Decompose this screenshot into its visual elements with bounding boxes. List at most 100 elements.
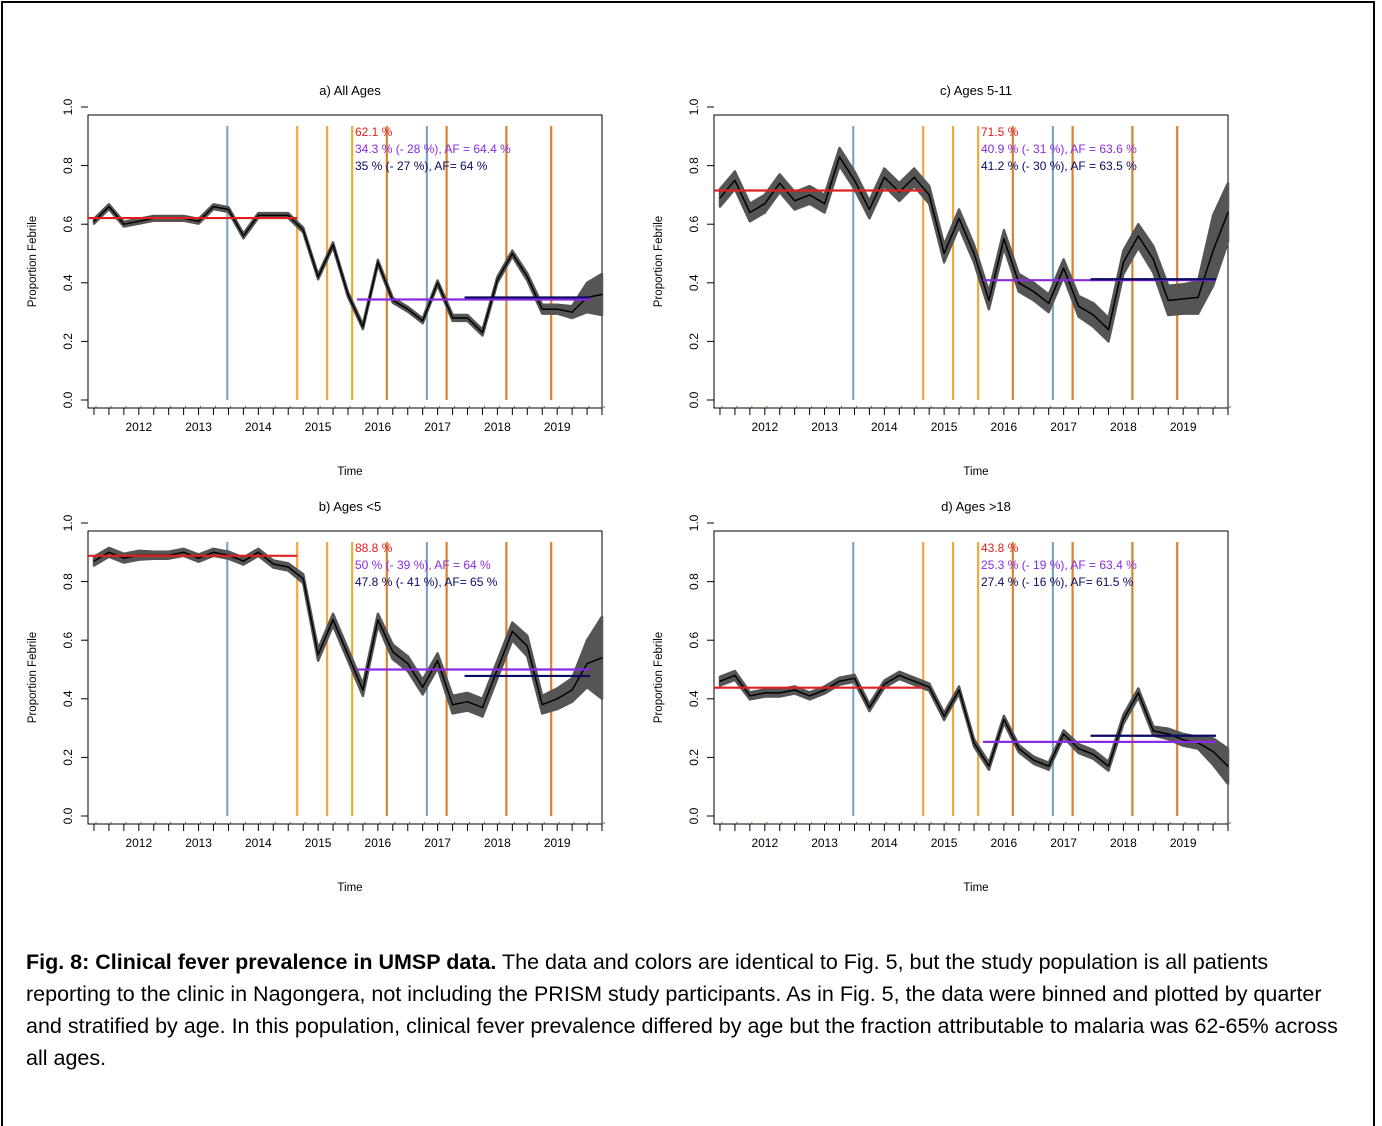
data-point xyxy=(586,663,588,665)
data-point xyxy=(883,176,885,178)
annotation-purple: 40.9 % (- 31 %), AF = 63.6 % xyxy=(981,142,1137,156)
y-tick-label: 0.6 xyxy=(687,216,701,233)
data-point xyxy=(123,223,125,225)
data-point xyxy=(764,692,766,694)
confidence-band xyxy=(718,669,1230,786)
y-tick-label: 0.8 xyxy=(687,573,701,590)
data-point xyxy=(407,308,409,310)
data-point xyxy=(556,308,558,310)
x-tick-label: 2012 xyxy=(125,420,152,434)
data-point xyxy=(853,677,856,679)
caption-text: The data and colors are identical to Fig… xyxy=(26,950,1338,1070)
data-point xyxy=(601,657,603,659)
annotation-red: 62.1 % xyxy=(355,125,393,139)
x-tick-label: 2014 xyxy=(245,420,272,434)
data-point xyxy=(437,282,439,284)
y-axis-title: Proportion Febrile xyxy=(653,216,665,307)
x-tick-label: 2014 xyxy=(871,836,898,850)
annotation-red: 71.5 % xyxy=(981,125,1019,139)
data-point xyxy=(541,704,543,706)
panel-ages-5-11: c) Ages 5-11 0.0 0.2 0.4 0.6 0.8 1.0 2012 2013 20… xyxy=(626,78,1246,488)
data-point xyxy=(943,715,945,717)
y-tick-label: 0.2 xyxy=(687,749,701,766)
plot-frame xyxy=(713,114,1229,409)
data-point xyxy=(1018,282,1020,284)
data-point xyxy=(1167,733,1169,735)
data-point xyxy=(1137,235,1139,237)
data-point xyxy=(1077,748,1080,750)
data-point xyxy=(93,560,95,562)
x-tick-label: 2019 xyxy=(544,836,571,850)
x-tick-label: 2012 xyxy=(751,836,778,850)
data-point xyxy=(242,235,244,237)
confidence-band xyxy=(92,203,604,337)
data-point xyxy=(526,276,528,278)
data-point xyxy=(1122,718,1125,720)
data-point xyxy=(466,701,469,703)
chart-title: a) All Ages xyxy=(319,83,381,98)
y-tick-label: 1.0 xyxy=(687,514,701,531)
annotation-navy: 47.8 % (- 41 %), AF= 65 % xyxy=(355,575,498,589)
data-point xyxy=(197,557,200,559)
data-point xyxy=(988,299,990,301)
data-point xyxy=(242,560,244,562)
y-tick-label: 0.6 xyxy=(687,632,701,649)
data-point xyxy=(1077,305,1080,307)
y-tick-label: 0.4 xyxy=(61,274,75,291)
data-point xyxy=(1182,298,1184,300)
y-tick-label: 0.4 xyxy=(687,690,701,707)
data-point xyxy=(1063,733,1065,735)
data-point xyxy=(943,252,945,255)
data-point xyxy=(392,651,394,653)
data-point xyxy=(1212,249,1214,252)
data-point xyxy=(362,326,364,328)
data-point xyxy=(302,229,304,231)
data-point xyxy=(571,311,573,313)
data-point xyxy=(823,689,826,691)
chart-title: b) Ages <5 xyxy=(319,499,382,514)
x-axis-title: Time xyxy=(337,466,362,478)
series-line xyxy=(93,551,603,709)
data-point xyxy=(794,200,796,202)
y-tick-label: 0.8 xyxy=(61,157,75,174)
data-point xyxy=(913,176,915,178)
data-point xyxy=(272,214,274,217)
data-point xyxy=(197,220,200,222)
x-axis-title: Time xyxy=(337,882,362,894)
data-point xyxy=(958,217,960,219)
x-tick-label: 2015 xyxy=(305,420,332,434)
data-point xyxy=(1107,329,1110,331)
x-tick-label: 2013 xyxy=(185,420,212,434)
data-point xyxy=(973,252,975,255)
annotation-purple: 50 % (- 39 %), AF = 64 % xyxy=(355,558,491,572)
data-point xyxy=(451,317,454,319)
data-point xyxy=(719,197,721,199)
data-point xyxy=(1003,718,1005,720)
y-tick-label: 1.0 xyxy=(61,514,75,531)
data-point xyxy=(928,194,930,196)
data-point xyxy=(257,214,259,217)
x-tick-label: 2018 xyxy=(484,420,511,434)
chart-svg: c) Ages 5-11 0.0 0.2 0.4 0.6 0.8 1.0 2012 2013 20… xyxy=(653,83,1231,478)
data-point xyxy=(302,578,304,580)
data-point xyxy=(556,698,558,700)
panel-ages-over-18: d) Ages >18 0.0 0.2 0.4 0.6 0.8 1.0 2012 2013 201… xyxy=(626,494,1246,904)
x-tick-label: 2014 xyxy=(245,836,272,850)
data-point xyxy=(422,320,424,322)
x-tick-label: 2019 xyxy=(1170,836,1197,850)
x-tick-label: 2017 xyxy=(424,836,451,850)
y-tick-label: 0.2 xyxy=(61,749,75,766)
y-tick-label: 0.6 xyxy=(61,632,75,649)
x-tick-label: 2016 xyxy=(991,836,1018,850)
data-point xyxy=(749,211,751,214)
x-tick-label: 2013 xyxy=(811,420,838,434)
data-point xyxy=(272,563,274,565)
x-tick-label: 2018 xyxy=(484,836,511,850)
x-axis-title: Time xyxy=(963,882,988,894)
data-point xyxy=(496,279,499,281)
y-tick-label: 0.2 xyxy=(61,333,75,350)
data-point xyxy=(481,706,484,709)
chart-svg: d) Ages >18 0.0 0.2 0.4 0.6 0.8 1.0 2012 2013 201… xyxy=(653,499,1231,894)
data-point xyxy=(93,220,95,222)
